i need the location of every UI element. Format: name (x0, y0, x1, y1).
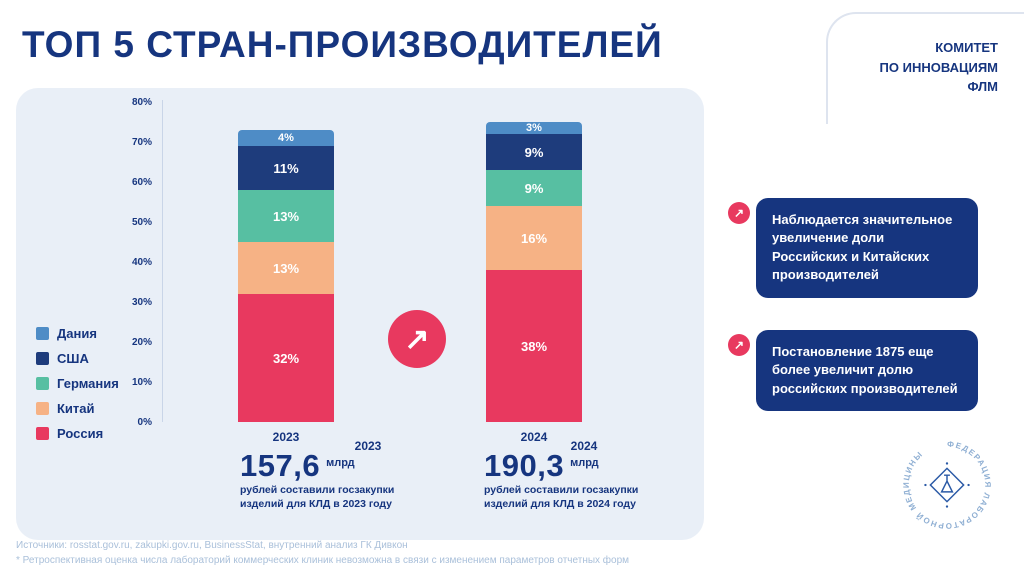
y-axis-tick: 20% (131, 337, 152, 348)
chart-legend: Дания США Германия Китай Россия (36, 326, 119, 441)
y-axis-tick: 50% (131, 217, 152, 228)
legend-swatch (36, 402, 49, 415)
bar-segment-label: 13% (272, 208, 300, 224)
legend-item-Россия: Россия (36, 426, 119, 441)
legend-swatch (36, 327, 49, 340)
committee-line-2: ПО ИННОВАЦИЯМ (879, 59, 998, 75)
bar-segment-label: 4% (278, 132, 294, 144)
bar-segment-Германия-2023: 13% (238, 190, 334, 242)
bar-segment-label: 9% (524, 180, 544, 196)
legend-item-Дания: Дания (36, 326, 119, 341)
stacked-bar-2023: 32% 13% 13% 11% 4% (238, 130, 334, 422)
legend-item-Китай: Китай (36, 401, 119, 416)
stat-2024-caption-2: изделий для КЛД в 2024 году (484, 497, 637, 510)
y-axis-tick: 70% (131, 137, 152, 148)
stat-2024-value: 190,3 (484, 448, 565, 483)
committee-line-1: КОМИТЕТ (935, 40, 998, 55)
callout-decree-1875: Постановление 1875 еще более увеличит до… (756, 330, 978, 412)
callout-arrow-icon: ↗ (728, 202, 750, 224)
flm-logo: ФЕДЕРАЦИЯ ЛАБОРАТОРНОЙ МЕДИЦИНЫ (902, 440, 992, 531)
stat-2023-caption-1: рублей составили госзакупки (240, 484, 395, 496)
logo-dots (924, 462, 970, 508)
bar-segment-США-2024: 9% (486, 134, 582, 170)
x-label-2024: 2024 (520, 430, 548, 444)
flask-icon (929, 467, 965, 503)
corner-decoration (826, 12, 1024, 124)
legend-label: Россия (57, 426, 104, 441)
bar-segment-label: 11% (273, 160, 299, 176)
bar-segment-Германия-2024: 9% (486, 170, 582, 206)
stat-2023-value: 157,6 (240, 448, 321, 483)
bar-segment-США-2023: 11% (238, 146, 334, 190)
legend-swatch (36, 352, 49, 365)
svg-text:ФЕДЕРАЦИЯ ЛАБОРАТОРНОЙ МЕДИЦИН: ФЕДЕРАЦИЯ ЛАБОРАТОРНОЙ МЕДИЦИНЫ (902, 440, 992, 531)
logo-ring-text: ФЕДЕРАЦИЯ ЛАБОРАТОРНОЙ МЕДИЦИНЫ (902, 440, 991, 531)
page-title: ТОП 5 СТРАН-ПРОИЗВОДИТЕЛЕЙ (22, 24, 663, 65)
y-axis-tick: 0% (137, 417, 152, 428)
legend-label: Китай (57, 401, 95, 416)
legend-label: Дания (57, 326, 97, 341)
callout-arrow-icon: ↗ (728, 334, 750, 356)
bar-segment-label: 13% (272, 260, 300, 276)
bar-segment-Китай-2023: 13% (238, 242, 334, 294)
stat-2023-unit: млрд (326, 457, 355, 469)
x-label-2023-secondary: 2023 (354, 439, 382, 453)
bar-segment-Дания-2024: 3% (486, 122, 582, 134)
stat-2024-caption-1: рублей составили госзакупки (484, 484, 639, 496)
growth-arrow-icon: ↗ (388, 310, 446, 368)
chart-panel: Дания США Германия Китай Россия 2023 2023 20… (16, 88, 704, 540)
committee-label: КОМИТЕТ ПО ИННОВАЦИЯМ ФЛМ (880, 38, 998, 97)
x-label-2023: 2023 (272, 430, 300, 444)
stacked-bar-2024: 38% 16% 9% 9% 3% (486, 122, 582, 422)
y-axis-tick: 80% (131, 97, 152, 108)
stat-2023: 157,6 млрд рублей составили госзакупки и… (240, 448, 394, 511)
y-axis-tick: 40% (131, 257, 152, 268)
stat-2023-caption-2: изделий для КЛД в 2023 году (240, 497, 393, 510)
legend-label: Германия (57, 376, 119, 391)
bar-segment-label: 32% (272, 350, 300, 366)
bar-segment-label: 38% (520, 338, 548, 354)
footer-note: * Ретроспективная оценка числа лаборатор… (16, 555, 630, 566)
bar-segment-label: 16% (520, 230, 548, 246)
legend-item-Германия: Германия (36, 376, 119, 391)
stat-2024: 190,3 млрд рублей составили госзакупки и… (484, 448, 638, 511)
footer-sources: Источники: rosstat.gov.ru, zakupki.gov.r… (16, 540, 408, 551)
y-axis-tick: 10% (131, 377, 152, 388)
y-axis-tick: 30% (131, 297, 152, 308)
legend-swatch (36, 377, 49, 390)
callout-share-increase: Наблюдается значительное увеличение доли… (756, 198, 978, 298)
x-label-2024-secondary: 2024 (570, 439, 598, 453)
y-axis-tick: 60% (131, 177, 152, 188)
bar-segment-label: 3% (526, 122, 542, 134)
bar-segment-Дания-2023: 4% (238, 130, 334, 146)
committee-line-3: ФЛМ (967, 79, 998, 94)
y-axis-line (162, 100, 163, 422)
bar-segment-Китай-2024: 16% (486, 206, 582, 270)
bar-segment-Россия-2023: 32% (238, 294, 334, 422)
legend-swatch (36, 427, 49, 440)
stat-2024-unit: млрд (570, 457, 599, 469)
bar-segment-Россия-2024: 38% (486, 270, 582, 422)
bar-segment-label: 9% (524, 144, 544, 160)
legend-label: США (57, 351, 89, 366)
legend-item-США: США (36, 351, 119, 366)
